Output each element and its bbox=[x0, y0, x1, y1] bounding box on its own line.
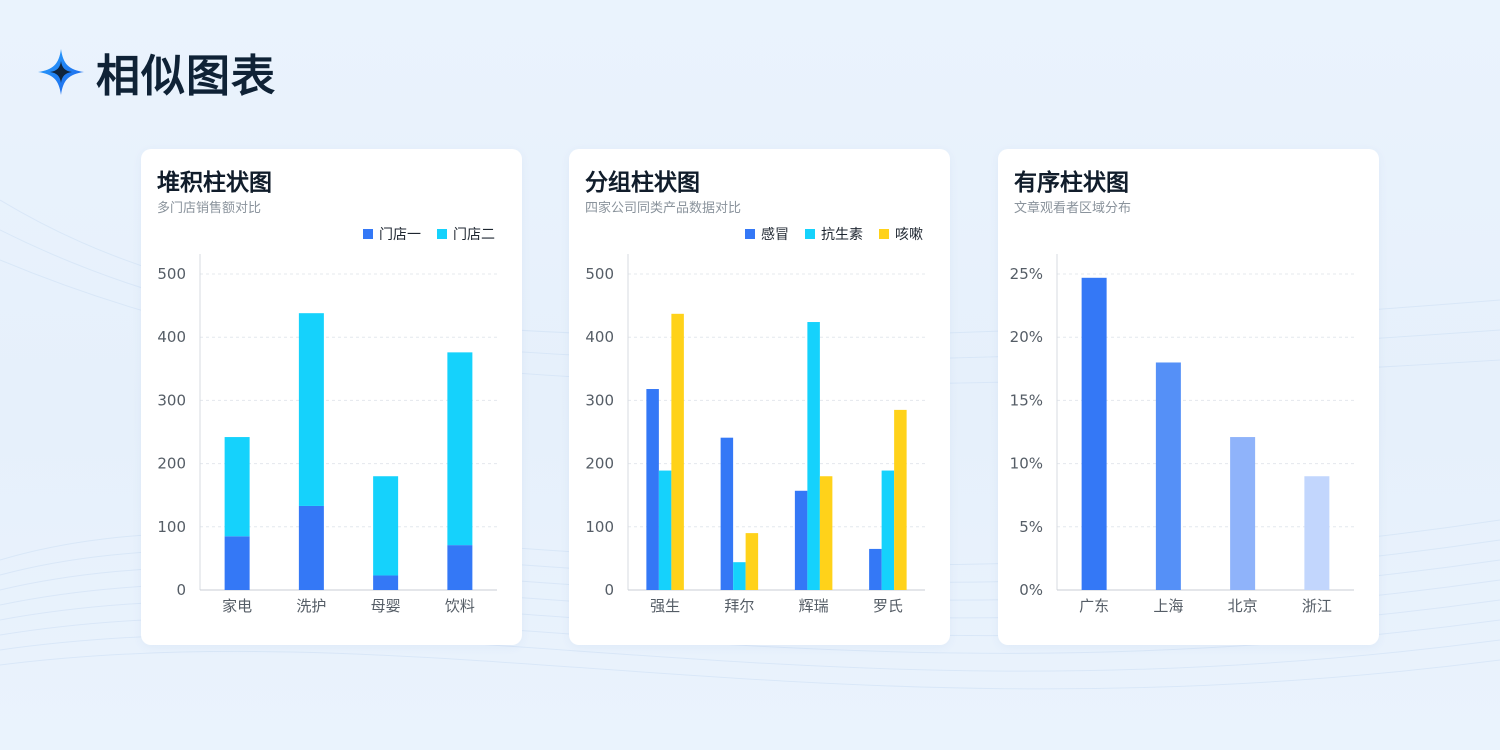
bar-cough[interactable] bbox=[819, 476, 833, 590]
legend-label: 感冒 bbox=[761, 227, 789, 243]
bar-cough[interactable] bbox=[671, 313, 684, 590]
y-tick-label: 10% bbox=[1010, 455, 1043, 473]
y-tick-label: 25% bbox=[1010, 265, 1043, 283]
legend-item[interactable]: 抗生素 bbox=[805, 224, 863, 244]
bar-region[interactable] bbox=[1081, 277, 1107, 590]
legend-item[interactable]: 门店一 bbox=[363, 224, 421, 244]
legend-label: 咳嗽 bbox=[895, 227, 923, 243]
bar-antibiotic[interactable] bbox=[733, 562, 746, 590]
legend-item[interactable]: 门店二 bbox=[437, 224, 495, 244]
sparkle-icon bbox=[38, 49, 84, 95]
y-tick-label: 20% bbox=[1010, 328, 1043, 346]
y-tick-label: 300 bbox=[585, 391, 614, 409]
x-tick-label: 上海 bbox=[1153, 597, 1183, 615]
bar-cold[interactable] bbox=[646, 389, 659, 590]
x-tick-label: 广东 bbox=[1079, 597, 1109, 615]
y-tick-label: 0% bbox=[1019, 581, 1043, 599]
y-tick-label: 200 bbox=[157, 455, 186, 473]
bar-store-one[interactable] bbox=[373, 575, 399, 590]
legend-swatch bbox=[805, 229, 815, 239]
y-tick-label: 300 bbox=[157, 391, 186, 409]
ordered-bar-card: 有序柱状图 文章观看者区域分布 0% 5% 10% 15% 20% 25% 广东 上海 北京 浙江 bbox=[998, 149, 1379, 645]
legend-item[interactable]: 感冒 bbox=[745, 224, 789, 244]
chart-legend: 门店一 门店二 bbox=[347, 224, 495, 244]
x-tick-label: 饮料 bbox=[445, 597, 475, 615]
x-tick-label: 母婴 bbox=[371, 597, 401, 615]
y-tick-label: 500 bbox=[585, 265, 614, 283]
legend-swatch bbox=[879, 229, 889, 239]
x-tick-label: 拜尔 bbox=[724, 597, 754, 615]
legend-label: 门店二 bbox=[453, 227, 495, 243]
y-tick-label: 200 bbox=[585, 455, 614, 473]
card-subtitle: 多门店销售额对比 bbox=[157, 201, 262, 216]
bar-store-one[interactable] bbox=[224, 536, 250, 590]
bar-store-one[interactable] bbox=[298, 505, 324, 590]
x-tick-label: 强生 bbox=[650, 597, 680, 615]
bar-antibiotic[interactable] bbox=[881, 470, 895, 590]
y-tick-label: 400 bbox=[585, 328, 614, 346]
y-tick-label: 0 bbox=[176, 581, 186, 599]
legend-swatch bbox=[437, 229, 447, 239]
card-subtitle: 文章观看者区域分布 bbox=[1014, 201, 1132, 216]
bar-cold[interactable] bbox=[794, 490, 808, 590]
bar-region[interactable] bbox=[1155, 362, 1181, 590]
bar-antibiotic[interactable] bbox=[807, 322, 820, 590]
x-tick-label: 北京 bbox=[1228, 597, 1258, 615]
y-tick-label: 100 bbox=[585, 518, 614, 536]
page-header: 相似图表 bbox=[36, 42, 276, 102]
bar-cold[interactable] bbox=[869, 548, 882, 590]
bar-cold[interactable] bbox=[720, 437, 734, 590]
y-tick-label: 100 bbox=[157, 518, 186, 536]
grouped-bar-card: 分组柱状图 四家公司同类产品数据对比 感冒 抗生素 咳嗽 0 100 200 300 4… bbox=[569, 149, 950, 645]
bar-cough[interactable] bbox=[894, 409, 907, 590]
y-tick-label: 400 bbox=[157, 328, 186, 346]
bar-region[interactable] bbox=[1230, 437, 1256, 590]
grouped-bar-chart: 0 100 200 300 400 500 强生 拜尔 辉瑞 罗氏 bbox=[585, 254, 925, 615]
y-tick-label: 500 bbox=[157, 265, 186, 283]
legend-swatch bbox=[363, 229, 373, 239]
bar-store-two[interactable] bbox=[224, 437, 250, 537]
ordered-bar-chart: 0% 5% 10% 15% 20% 25% 广东 上海 北京 浙江 bbox=[1010, 254, 1354, 615]
card-subtitle: 四家公司同类产品数据对比 bbox=[585, 201, 742, 216]
bar-region[interactable] bbox=[1304, 476, 1330, 590]
bar-cough[interactable] bbox=[745, 533, 759, 590]
y-tick-label: 0 bbox=[604, 581, 614, 599]
card-title: 有序柱状图 bbox=[1014, 170, 1129, 196]
bar-antibiotic[interactable] bbox=[658, 470, 672, 590]
legend-item[interactable]: 咳嗽 bbox=[879, 224, 923, 244]
x-tick-label: 家电 bbox=[222, 597, 252, 615]
legend-label: 门店一 bbox=[379, 227, 421, 243]
chart-legend: 感冒 抗生素 咳嗽 bbox=[729, 224, 923, 244]
y-tick-label: 15% bbox=[1010, 391, 1043, 409]
card-title: 堆积柱状图 bbox=[157, 170, 272, 196]
x-tick-label: 浙江 bbox=[1302, 597, 1332, 615]
legend-swatch bbox=[745, 229, 755, 239]
x-tick-label: 洗护 bbox=[296, 597, 326, 615]
x-tick-label: 辉瑞 bbox=[799, 597, 829, 615]
bar-store-one[interactable] bbox=[447, 545, 473, 590]
y-tick-label: 5% bbox=[1019, 518, 1043, 536]
legend-label: 抗生素 bbox=[821, 227, 863, 243]
x-tick-label: 罗氏 bbox=[873, 597, 903, 615]
stacked-bar-chart: 0 100 200 300 400 500 家电 洗护 母婴 饮料 bbox=[157, 254, 497, 615]
bar-store-two[interactable] bbox=[447, 352, 473, 546]
page-title: 相似图表 bbox=[96, 51, 276, 102]
stacked-bar-card: 堆积柱状图 多门店销售额对比 门店一 门店二 0 100 200 300 400 500 家… bbox=[141, 149, 522, 645]
bar-store-two[interactable] bbox=[298, 313, 324, 506]
card-title: 分组柱状图 bbox=[585, 170, 700, 196]
bar-store-two[interactable] bbox=[373, 476, 399, 576]
